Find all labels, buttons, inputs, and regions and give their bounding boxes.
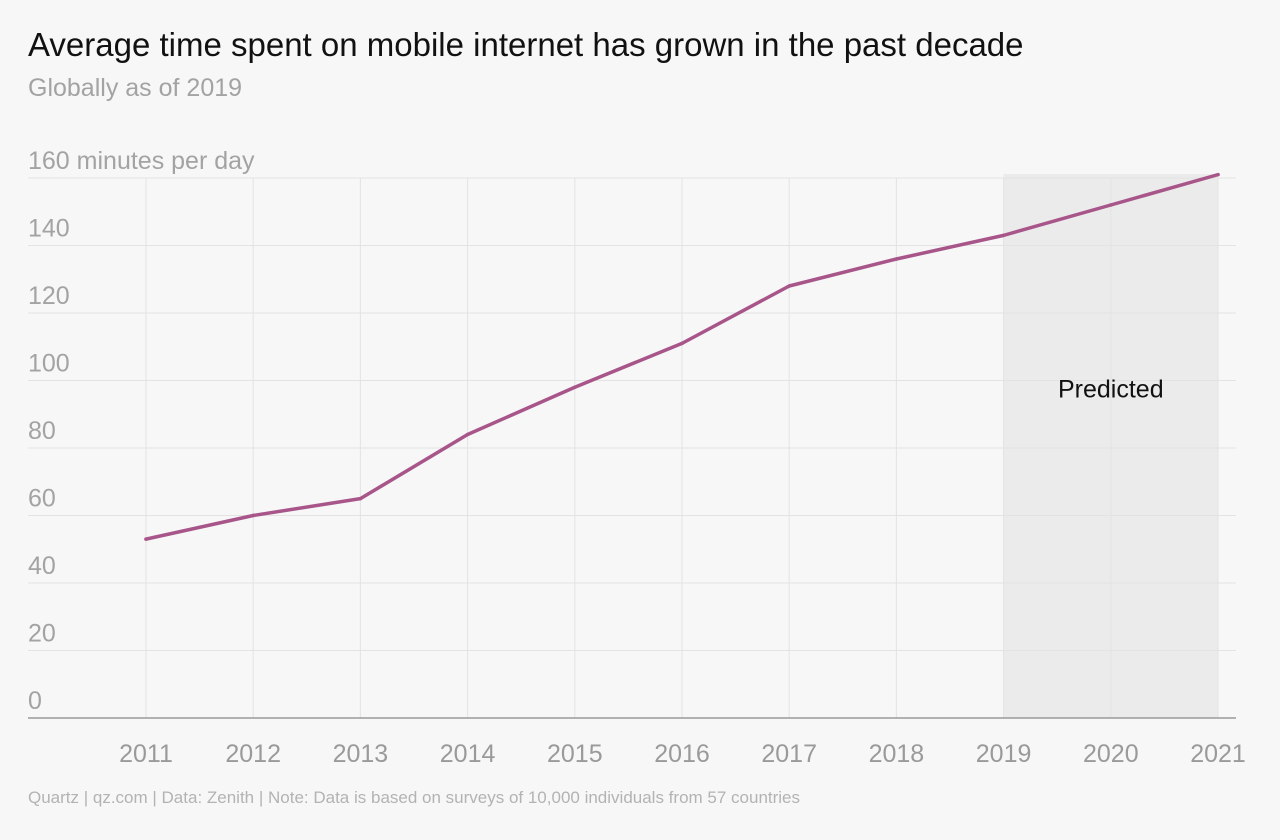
x-tick-label: 2021 (1190, 740, 1246, 768)
x-tick-label: 2016 (654, 740, 710, 768)
y-tick-label: 60 (28, 485, 56, 513)
x-tick-label: 2011 (119, 740, 173, 768)
data-point (1216, 172, 1220, 177)
y-tick-label: 80 (28, 417, 56, 445)
data-point (1001, 233, 1006, 238)
x-tick-label: 2013 (333, 740, 389, 768)
chart-title: Average time spent on mobile internet ha… (28, 26, 1024, 63)
data-point (358, 496, 363, 501)
data-point (465, 432, 470, 437)
y-tick-label: 20 (28, 620, 56, 648)
x-tick-label: 2012 (225, 740, 281, 768)
y-tick-label: 0 (28, 687, 42, 715)
data-point (144, 537, 148, 541)
y-tick-label: 40 (28, 552, 56, 580)
data-point (680, 341, 684, 346)
x-tick-label: 2017 (761, 740, 817, 768)
data-point (251, 513, 255, 518)
predicted-label: Predicted (1058, 375, 1164, 403)
source-note: Quartz | qz.com | Data: Zenith | Note: D… (28, 788, 801, 807)
y-tick-label: 140 (28, 215, 70, 243)
series-layer (144, 172, 1220, 541)
data-point (1109, 203, 1113, 207)
data-point (573, 385, 577, 389)
label-layer: Predicted 0 20 40 60 80 100 120 140 160 minutes p… (28, 147, 1246, 768)
grid-layer (28, 177, 1236, 718)
x-tick-label: 2019 (976, 740, 1032, 768)
chart-subtitle: Globally as of 2019 (28, 74, 243, 102)
x-tick-label: 2015 (547, 740, 603, 768)
x-tick-label: 2018 (869, 740, 925, 768)
y-tick-label: 100 (28, 350, 70, 378)
y-tick-label: 160 minutes per day (28, 147, 255, 175)
x-tick-label: 2014 (440, 740, 496, 768)
y-tick-label: 120 (28, 282, 70, 310)
data-point (894, 257, 899, 261)
x-tick-label: 2020 (1083, 740, 1139, 768)
data-point (787, 284, 791, 288)
